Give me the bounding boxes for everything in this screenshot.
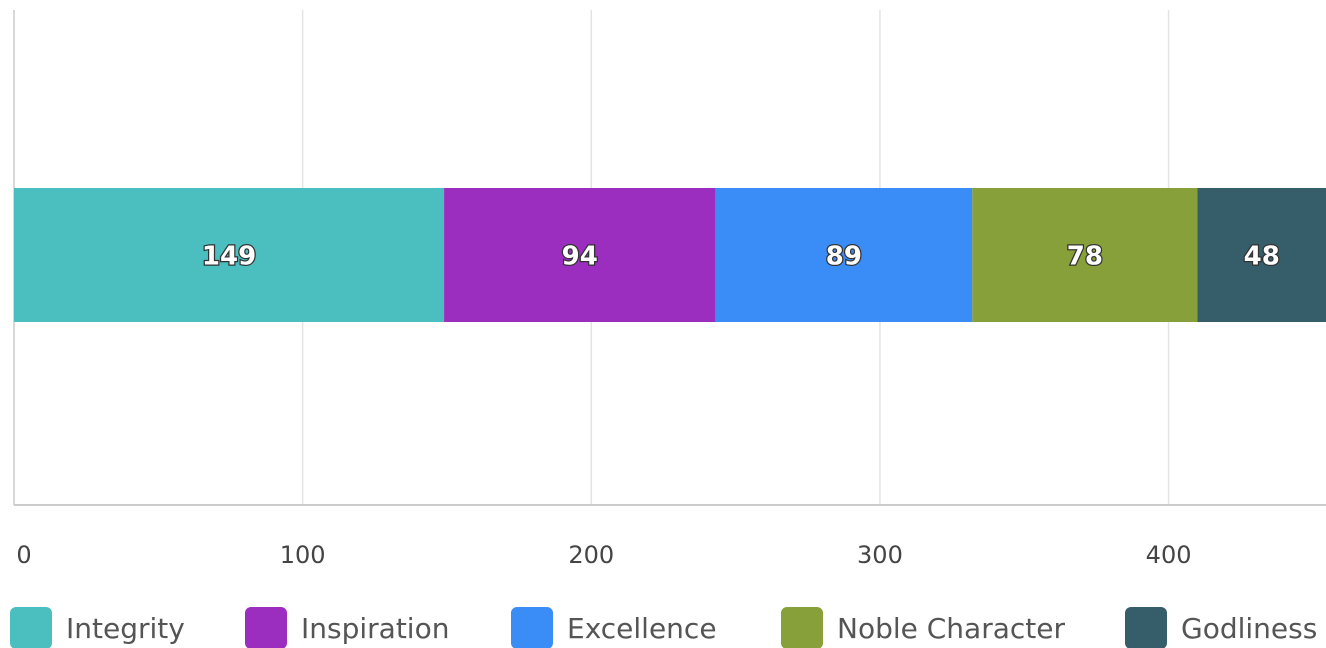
- x-tick-label: 300: [857, 541, 903, 569]
- data-label: 94: [562, 242, 598, 272]
- x-tick-label: 200: [568, 541, 614, 569]
- bar-segment: [444, 188, 716, 322]
- legend-swatch: [511, 607, 553, 648]
- bar-segment: [972, 188, 1198, 322]
- legend-label: Godliness: [1181, 612, 1317, 645]
- legend-swatch: [245, 607, 287, 648]
- x-tick-label: 400: [1146, 541, 1192, 569]
- data-label: 149: [202, 242, 256, 272]
- bar-segment: [1197, 188, 1326, 322]
- legend-swatch: [10, 607, 52, 648]
- legend-swatch: [1125, 607, 1167, 648]
- data-label: 78: [1067, 242, 1103, 272]
- legend-label: Inspiration: [301, 612, 449, 645]
- legend-label: Noble Character: [837, 612, 1065, 645]
- legend-label: Integrity: [66, 612, 185, 645]
- data-label: 89: [826, 242, 862, 272]
- x-tick-label: 0: [16, 541, 31, 569]
- bar-segment: [14, 188, 445, 322]
- x-tick-label: 100: [280, 541, 326, 569]
- legend-swatch: [781, 607, 823, 648]
- bar-segment: [715, 188, 973, 322]
- data-label: 48: [1244, 242, 1280, 272]
- legend-label: Excellence: [567, 612, 717, 645]
